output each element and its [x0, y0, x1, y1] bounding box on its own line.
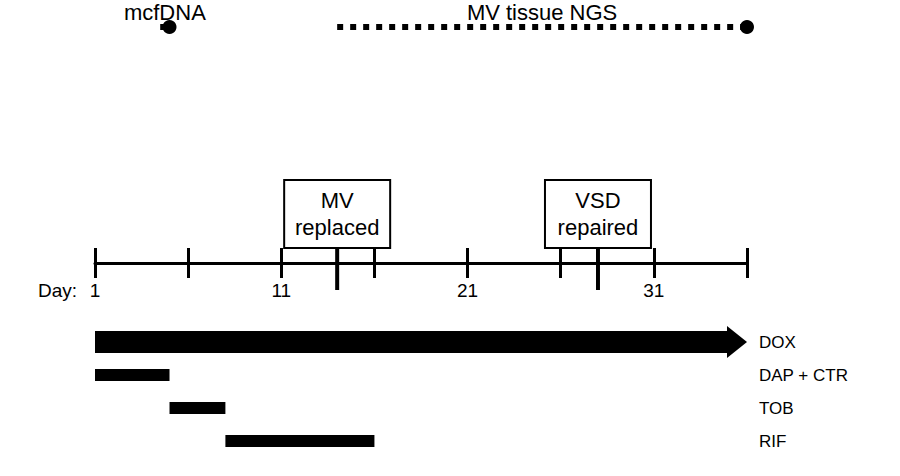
- svg-text:11: 11: [271, 280, 291, 301]
- svg-text:MV: MV: [321, 188, 354, 213]
- svg-text:DOX: DOX: [759, 333, 796, 352]
- svg-text:Day:: Day:: [38, 280, 77, 301]
- svg-text:replaced: replaced: [295, 215, 379, 240]
- svg-text:DAP + CTR: DAP + CTR: [759, 366, 848, 385]
- svg-text:31: 31: [643, 280, 664, 301]
- svg-text:TOB: TOB: [759, 399, 794, 418]
- svg-text:VSD: VSD: [575, 188, 620, 213]
- svg-text:1: 1: [90, 280, 101, 301]
- svg-text:RIF: RIF: [759, 432, 786, 451]
- svg-text:mcfDNA: mcfDNA: [124, 0, 206, 25]
- svg-text:21: 21: [457, 280, 478, 301]
- svg-text:repaired: repaired: [558, 215, 639, 240]
- svg-text:MV tissue NGS: MV tissue NGS: [467, 0, 617, 25]
